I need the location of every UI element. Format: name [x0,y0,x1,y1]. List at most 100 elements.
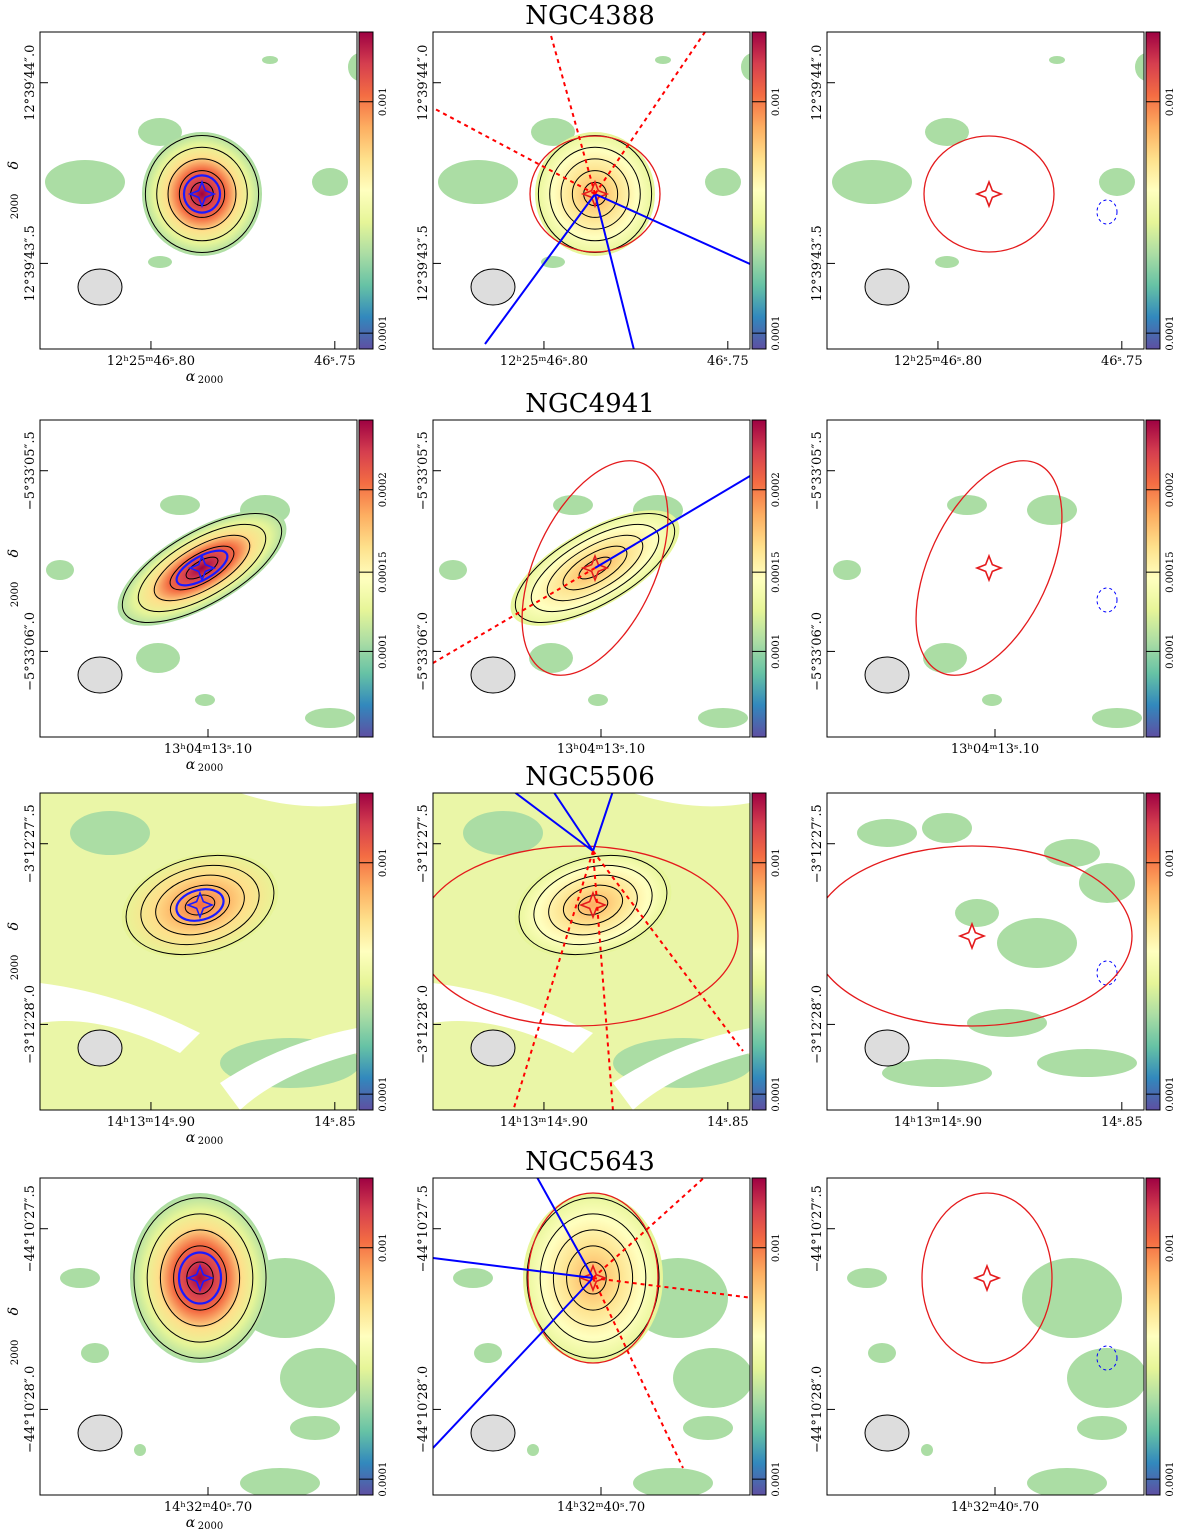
colorbar-tick-label: 0.0002 [1165,472,1176,507]
panel-observed: 0.001 0.0001 12°39′44″.0 12°39′43″.5 12ʰ25ᵐ4… [6,31,389,386]
emission-patch [921,1444,933,1456]
emission-patch [531,118,575,146]
dec-tick-label: 12°39′44″.0 [416,45,431,121]
contour-line [169,884,231,926]
emission-patch [60,1268,100,1288]
colorbar-tick-label: 0.0001 [771,316,782,351]
ra-tick-label: 46ˢ.75 [1101,354,1143,369]
empty-region [40,983,200,1053]
panel-observed: 0.001 0.0001 −44°10′27″.5 −44°10′28″.0 14ʰ32… [6,1177,389,1532]
panel-residual: 0.0002 0.00015 0.0001 −5°33′05″.5 −5°33′06″.… [810,419,1176,757]
dec-tick-label: 12°39′44″.0 [23,45,38,121]
panel-residual: 0.001 0.0001 12°39′44″.0 12°39′43″.5 12ʰ25ᵐ4… [810,31,1176,369]
panel-image [833,460,1142,728]
contour-line [552,1229,634,1327]
emission-patch [1092,708,1142,728]
dec-axis-label: δ [6,549,22,557]
colorbar-tick-label: 0.0001 [378,634,389,669]
galaxy-row-ngc5643: NGC5643 0.001 0.0001 −44°10′27″.5 −44°10′28″… [6,1147,1176,1532]
bicone-dashed-line [592,850,744,1052]
ra-axis-label: α [186,1515,196,1531]
emission-patch [136,643,180,673]
negative-contour [1096,587,1118,613]
panel-image [434,32,750,349]
galaxy-row-ngc4388: NGC4388 0.001 0.0001 12°39′44″.0 12°39′43″.5… [6,1,1176,386]
ra-tick-label: 14ˢ.85 [314,1115,356,1130]
contour-line [125,854,275,956]
dec-tick-label: −3°12′28″.0 [23,985,38,1064]
dec-tick-label: −44°10′27″.5 [23,1185,38,1272]
contour-line [133,1197,267,1359]
panel-frame [39,792,358,1111]
emission-patch [463,811,543,855]
beam-ellipse [77,1029,123,1067]
emission-patch [45,160,125,204]
ra-tick-label: 46ˢ.75 [707,354,749,369]
emission-patch [1077,1416,1127,1440]
nucleus-star-marker [185,1263,215,1293]
nucleus-star-marker [578,890,608,920]
colorbar-tick-label: 0.0001 [771,1462,782,1497]
ra-tick-label: 14ˢ.85 [1101,1115,1143,1130]
emission-patch [453,1268,493,1288]
dec-tick-label: −3°12′28″.0 [810,985,825,1064]
contour-line [173,1245,227,1311]
emission-patch [134,1444,146,1456]
emission-patch [474,1343,502,1363]
panel-residual: 0.001 0.0001 −44°10′27″.5 −44°10′28″.0 14ʰ32… [810,1177,1176,1515]
beam-ellipse [77,1414,123,1452]
emission-patch [982,694,1002,706]
contour-line [140,864,260,946]
beam-ellipse [864,656,910,694]
ra-tick-label: 14ʰ13ᵐ14ˢ.90 [500,1115,588,1130]
emission-patch [195,694,215,706]
colorbar [1145,31,1161,350]
panel-image [40,793,357,1110]
nucleus-star-marker [580,553,610,583]
colorbar-tick-label: 0.001 [771,848,782,877]
emission-patch [529,643,573,673]
colorbar-tick-label: 0.001 [378,87,389,116]
empty-region [633,793,750,807]
emission-patch [683,1416,733,1440]
colorbar-tick-label: 0.001 [378,1233,389,1262]
colorbar-tick-label: 0.0002 [771,472,782,507]
colorbar [1145,419,1161,738]
ra-tick-label: 13ʰ04ᵐ13ˢ.10 [164,742,252,757]
panel-frame [826,419,1145,738]
colorbar-tick-label: 0.001 [378,848,389,877]
contour-line [526,1197,660,1359]
panel-frame [39,31,358,350]
emission-patch [348,53,357,81]
colorbar-tick-label: 0.00015 [378,551,389,592]
emission-patch [1049,56,1065,64]
ra-axis-subscript: 2000 [198,375,223,386]
residual-patch [1037,1049,1137,1077]
negative-contour [1096,199,1118,225]
colorbar-tick-label: 0.0002 [378,472,389,507]
ra-tick-label: 14ʰ13ᵐ14ˢ.90 [894,1115,982,1130]
bicone-solid-line [592,793,614,852]
dec-tick-label: −44°10′27″.5 [416,1185,431,1272]
colorbar [751,1177,767,1496]
ra-axis-subscript: 2000 [198,1521,223,1532]
bicone-solid-line [484,193,596,345]
panel-frame [432,31,751,350]
nucleus-star-marker [187,553,217,583]
empty-region [220,1028,357,1110]
bicone-dashed-line [594,32,706,195]
nucleus-star-marker [957,921,987,951]
nucleus-star-marker [974,179,1004,209]
panel-frame [39,1177,358,1496]
bicone-solid-line [553,793,594,852]
dec-tick-label: −44°10′28″.0 [810,1366,825,1453]
panel-image [433,793,750,1110]
bicone-solid-line [433,1257,594,1279]
residual-patch [955,899,999,927]
emission-patch [138,118,182,146]
ra-tick-label: 13ʰ04ᵐ13ˢ.10 [951,742,1039,757]
colorbar-tick-label: 0.001 [771,87,782,116]
colorbar [1145,792,1161,1111]
emission-patch [655,56,671,64]
emission-patch [633,1468,713,1495]
